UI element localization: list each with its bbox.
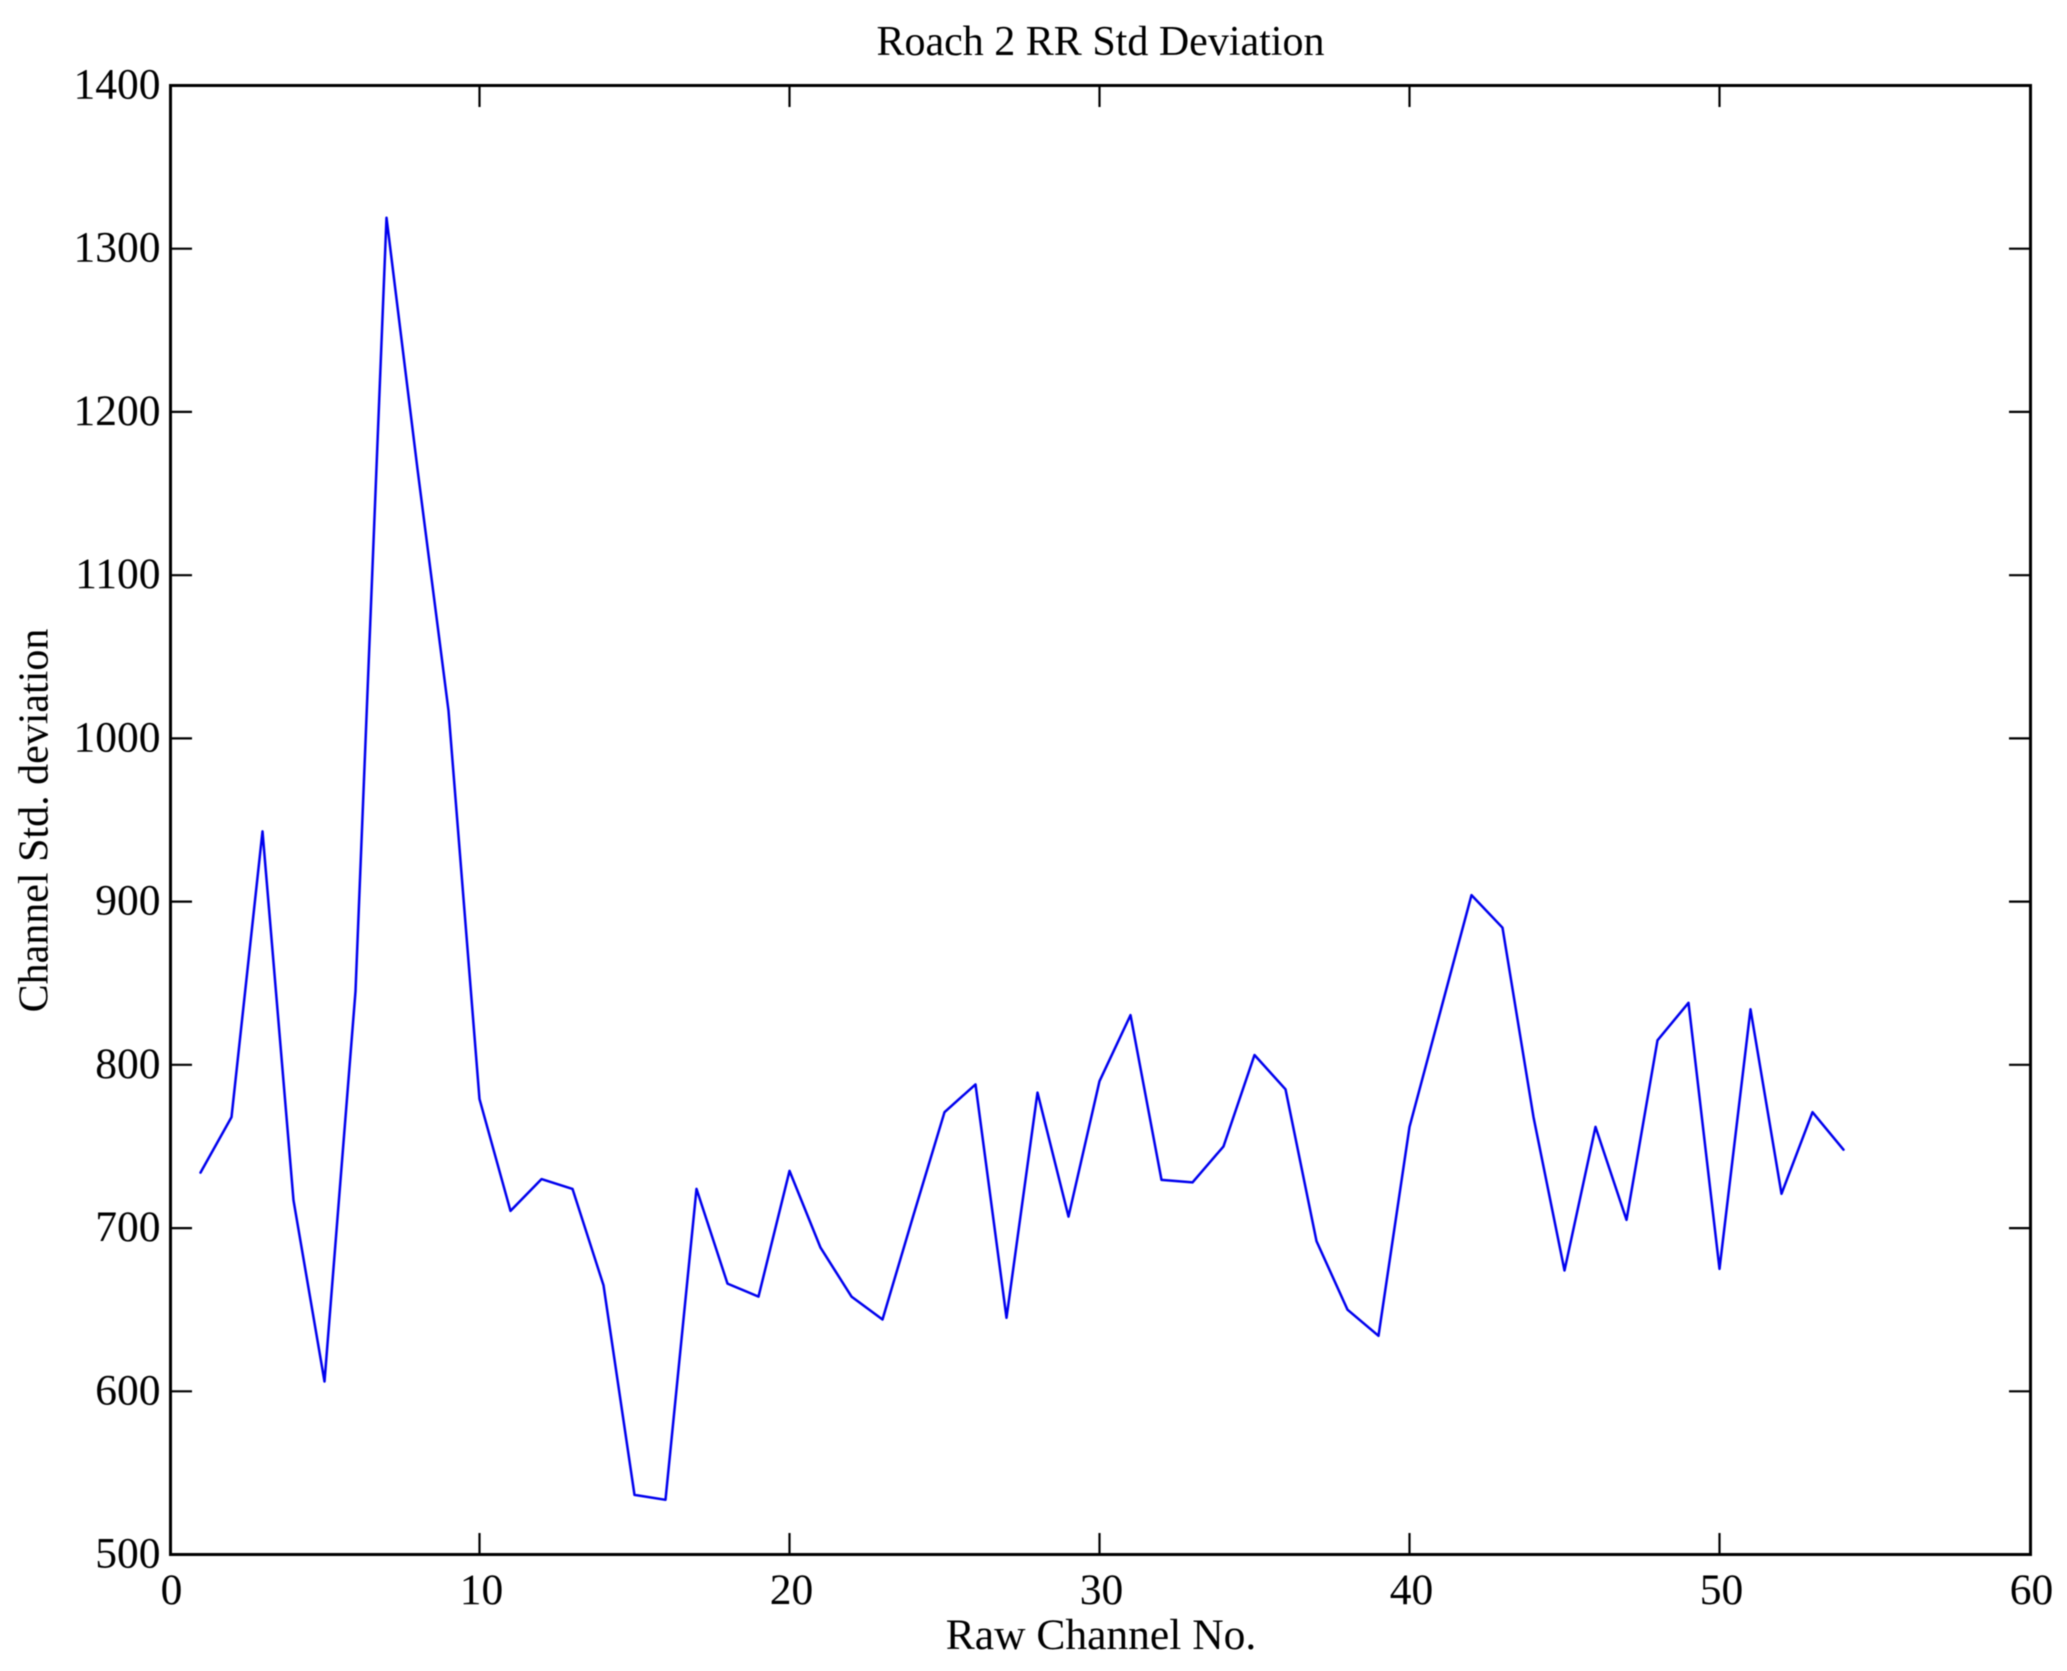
svg-text:Roach 2 RR Std Deviation: Roach 2 RR Std Deviation bbox=[877, 19, 1325, 65]
svg-text:500: 500 bbox=[95, 1530, 160, 1578]
svg-text:600: 600 bbox=[95, 1366, 160, 1414]
svg-text:Channel Std. deviation: Channel Std. deviation bbox=[12, 629, 58, 1013]
svg-text:50: 50 bbox=[1700, 1566, 1744, 1614]
svg-text:40: 40 bbox=[1390, 1566, 1434, 1614]
svg-text:900: 900 bbox=[95, 877, 160, 925]
svg-text:10: 10 bbox=[460, 1566, 504, 1614]
svg-text:1000: 1000 bbox=[74, 713, 161, 761]
svg-text:20: 20 bbox=[770, 1566, 814, 1614]
svg-text:1400: 1400 bbox=[74, 61, 161, 109]
svg-text:700: 700 bbox=[95, 1203, 160, 1251]
svg-text:800: 800 bbox=[95, 1040, 160, 1088]
svg-text:30: 30 bbox=[1080, 1566, 1124, 1614]
svg-text:1200: 1200 bbox=[74, 387, 161, 435]
svg-text:Raw Channel No.: Raw Channel No. bbox=[946, 1611, 1257, 1659]
svg-text:60: 60 bbox=[2010, 1566, 2054, 1614]
svg-text:1100: 1100 bbox=[75, 550, 160, 598]
svg-text:0: 0 bbox=[161, 1566, 183, 1614]
svg-text:1300: 1300 bbox=[74, 224, 161, 272]
